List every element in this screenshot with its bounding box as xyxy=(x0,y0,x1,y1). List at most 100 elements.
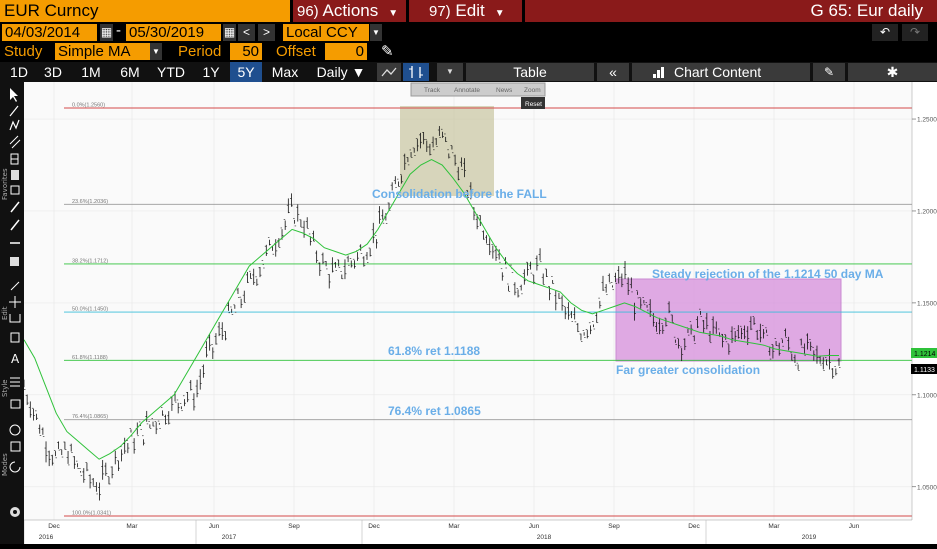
frequency-select[interactable]: Daily ▼ xyxy=(316,64,366,80)
range-3d[interactable]: 3D xyxy=(44,64,62,80)
price-chart[interactable]: 0.0%(1.2560) 23.6%(1.2036) 38.2%(1.1712) 50… xyxy=(22,82,937,544)
range-max[interactable]: Max xyxy=(271,64,299,80)
brush-tool-icon[interactable] xyxy=(10,219,20,231)
ma-50-line xyxy=(23,158,839,460)
line-chart-icon[interactable] xyxy=(377,63,401,81)
favorites-label: Favorites xyxy=(1,168,9,200)
zoom-button[interactable]: Zoom xyxy=(524,87,541,94)
y-axis: 1.2500 1.2000 1.1500 1.1000 1.0500 xyxy=(912,117,937,491)
settings-button[interactable]: ✱ xyxy=(848,63,937,81)
top-bar: EUR Curncy 96) Actions ▼ 97) Edit ▼ G 65: … xyxy=(0,0,937,22)
chart-svg[interactable]: 0.0%(1.2560) 23.6%(1.2036) 38.2%(1.1712) 50… xyxy=(22,82,937,544)
y-tick-label: 1.2000 xyxy=(917,208,937,215)
redo-icon[interactable]: ↷ xyxy=(902,24,928,41)
line-tool-icon[interactable] xyxy=(9,105,19,117)
caret-down-icon[interactable]: ▼ xyxy=(370,24,382,41)
study-select[interactable]: Simple MA xyxy=(55,43,150,60)
fib-label: 61.8%(1.1188) xyxy=(72,355,108,361)
study-bar: Study Simple MA ▼ Period 50 Offset 0 ✎ xyxy=(0,42,937,62)
prev-arrow-icon[interactable]: < xyxy=(238,24,255,41)
y-axis-bg xyxy=(912,82,937,544)
calendar-icon[interactable]: ▦ xyxy=(100,24,113,41)
arrow-tool-icon[interactable] xyxy=(10,281,20,291)
caret-down-icon: ▼ xyxy=(494,8,505,19)
year-label: 2016 xyxy=(39,534,54,541)
track-button[interactable]: Track xyxy=(424,87,441,94)
news-button[interactable]: News xyxy=(496,87,513,94)
x-tick-label: Sep xyxy=(608,523,620,530)
gear-icon: ✱ xyxy=(886,64,899,80)
period-input[interactable]: 50 xyxy=(230,43,262,60)
refresh-icon[interactable] xyxy=(9,461,21,473)
annotate-button[interactable]: Annotate xyxy=(454,87,480,94)
x-tick-label: Jun xyxy=(209,523,220,530)
trend-tool-icon[interactable] xyxy=(9,119,20,131)
fib-label: 38.2%(1.1712) xyxy=(72,258,108,264)
x-tick-label: Dec xyxy=(368,523,380,530)
ellipse-tool-icon[interactable] xyxy=(9,424,21,436)
text-tool-icon[interactable]: A xyxy=(11,352,20,366)
range-1d[interactable]: 1D xyxy=(10,64,28,80)
layers-icon[interactable] xyxy=(10,399,21,409)
pen-tool-icon[interactable] xyxy=(10,201,20,213)
x-tick-label: Jun xyxy=(529,523,540,530)
x-axis: Dec Mar Jun Sep Dec Mar Jun Sep Dec Mar Jun 2016 201… xyxy=(23,520,860,544)
caret-down-icon[interactable]: ▼ xyxy=(150,43,162,60)
annotation-far-greater: Far greater consolidation xyxy=(616,363,760,377)
undo-icon[interactable]: ↶ xyxy=(872,24,898,41)
x-tick-label: Sep xyxy=(288,523,300,530)
next-arrow-icon[interactable]: > xyxy=(258,24,275,41)
pencil-icon[interactable]: ✎ xyxy=(381,43,394,60)
delete-tool-icon[interactable] xyxy=(10,332,20,343)
edit-menu[interactable]: 97) Edit ▼ xyxy=(409,0,522,22)
calendar-icon[interactable]: ▦ xyxy=(223,24,236,41)
actions-menu[interactable]: 96) Actions ▼ xyxy=(293,0,406,22)
y-tick-label: 1.1500 xyxy=(917,300,937,307)
y-tick-label: 1.2500 xyxy=(917,117,937,124)
range-toolbar: 1D 3D 1M 6M YTD 1Y 5Y Max Daily ▼ ▼ Tabl… xyxy=(0,62,937,82)
cursor-icon[interactable] xyxy=(10,88,18,102)
crosshair-icon[interactable] xyxy=(9,296,21,308)
collapse-icon[interactable]: « xyxy=(597,63,629,81)
chart-type-dropdown[interactable]: ▼ xyxy=(437,63,463,81)
security-title[interactable]: EUR Curncy xyxy=(0,0,290,22)
gear-icon[interactable] xyxy=(10,507,20,517)
list-tool-icon[interactable] xyxy=(10,377,20,387)
parallel-tool-icon[interactable] xyxy=(9,135,21,149)
price-series xyxy=(22,126,841,501)
range-1y[interactable]: 1Y xyxy=(202,64,220,80)
fib-label: 0.0%(1.2560) xyxy=(72,103,105,109)
edit-chart-icon[interactable]: ✎ xyxy=(813,63,845,81)
fib-label: 100.0%(1.0341) xyxy=(72,511,111,517)
svg-text:1.1133: 1.1133 xyxy=(914,367,935,374)
channel-tool-icon[interactable] xyxy=(11,170,19,180)
reset-button[interactable]: Reset xyxy=(525,101,542,108)
range-6m[interactable]: 6M xyxy=(120,64,140,80)
bar-chart-icon[interactable] xyxy=(403,63,429,81)
fib-label: 50.0%(1.1450) xyxy=(72,307,108,313)
chart-content-button[interactable]: Chart Content xyxy=(632,63,810,81)
modes-label: Modes xyxy=(1,453,9,476)
annotation-61-8-ret: 61.8% ret 1.1188 xyxy=(388,344,480,358)
offset-input[interactable]: 0 xyxy=(325,43,367,60)
magnet-icon[interactable] xyxy=(9,314,21,323)
rectangle-tool-icon[interactable] xyxy=(10,185,20,195)
fib-label: 76.4%(1.0865) xyxy=(72,414,108,420)
ruler-tool-icon[interactable] xyxy=(10,257,19,266)
svg-text:1.1214: 1.1214 xyxy=(914,351,936,358)
x-tick-label: Mar xyxy=(126,523,138,530)
edit-label: Edit xyxy=(1,306,9,320)
start-date-field[interactable]: 04/03/2014 xyxy=(2,24,97,41)
x-tick-label: Jun xyxy=(849,523,860,530)
x-tick-label: Mar xyxy=(768,523,780,530)
x-tick-label: Dec xyxy=(688,523,700,530)
end-date-field[interactable]: 05/30/2019 xyxy=(126,24,221,41)
copy-tool-icon[interactable] xyxy=(10,441,21,452)
chart-mini-toolbar[interactable]: Track Annotate News Zoom Reset xyxy=(410,82,546,109)
range-ytd[interactable]: YTD xyxy=(157,64,185,80)
fib-tool-icon[interactable] xyxy=(10,153,19,165)
table-button[interactable]: Table xyxy=(466,63,594,81)
range-1m[interactable]: 1M xyxy=(81,64,101,80)
range-5y[interactable]: 5Y xyxy=(230,62,262,82)
currency-select[interactable]: Local CCY xyxy=(283,24,369,41)
